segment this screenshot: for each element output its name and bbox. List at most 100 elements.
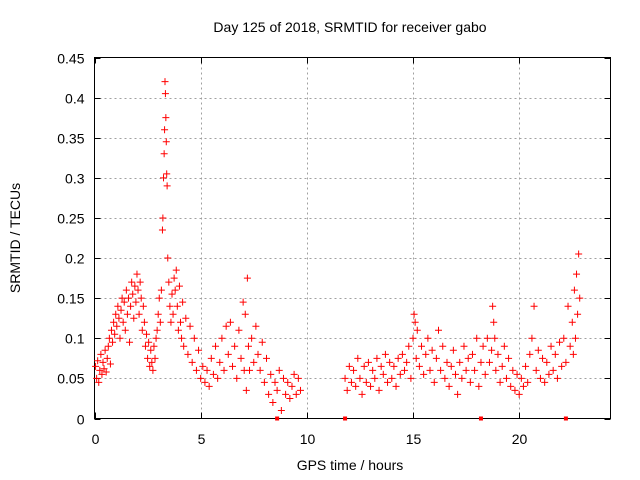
data-point [212,342,220,350]
data-point [239,298,247,306]
data-point [248,334,256,342]
data-point [570,286,578,294]
data-point [154,310,162,318]
data-point [367,382,375,390]
data-point [197,374,205,382]
data-point [107,326,115,334]
y-tick-label: 0.1 [65,331,85,347]
data-point [377,362,385,370]
data-point [111,330,119,338]
data-point [475,382,483,390]
data-point [541,378,549,386]
data-point [137,294,145,302]
data-point [282,390,290,398]
data-point [381,350,389,358]
data-point [545,370,553,378]
data-point [146,362,154,370]
data-point [174,326,182,334]
data-point [98,370,106,378]
data-point [415,362,423,370]
zero-marker [275,416,280,421]
data-point [354,354,362,362]
data-point [237,354,245,362]
x-tick-label: 5 [198,431,206,447]
data-point [435,326,442,334]
data-point [250,358,258,366]
data-point [543,358,551,366]
data-point [271,378,279,386]
data-point [420,370,428,378]
data-point [162,138,170,146]
data-point [509,366,517,374]
data-point [562,358,570,366]
data-point [360,362,368,370]
data-point [464,354,472,362]
data-point [180,342,188,350]
data-point [136,278,144,286]
data-point [163,170,171,178]
data-point [345,362,353,370]
data-point [451,370,459,378]
data-point [549,366,557,374]
data-point [233,374,241,382]
data-point [536,374,544,382]
data-point [539,354,547,362]
data-point [445,382,453,390]
data-point [160,150,168,158]
data-point [405,342,413,350]
data-point [118,294,126,302]
data-point [144,354,152,362]
data-point [114,302,122,310]
data-point [143,330,151,338]
zero-marker [343,416,348,421]
data-point [145,338,153,346]
data-point [105,334,113,342]
data-point [244,342,252,350]
data-point [123,310,131,318]
data-point [161,90,169,98]
data-point [214,374,222,382]
data-point [163,182,171,190]
data-point [473,334,481,342]
data-point [216,358,224,366]
data-points [92,78,584,421]
data-point [422,350,430,358]
data-point [162,114,170,122]
data-point [150,342,158,350]
data-point [279,374,287,382]
data-point [528,334,536,342]
data-point [126,338,134,346]
data-point [177,318,184,326]
data-point [430,378,438,386]
data-point [152,334,160,342]
data-point [178,334,186,342]
data-point [277,406,285,414]
data-point [92,362,100,370]
data-point [517,374,525,382]
data-point [265,390,273,398]
data-point [392,382,400,390]
data-point [364,358,372,366]
data-point [220,366,228,374]
data-point [292,390,300,398]
y-tick-label: 0.3 [65,171,85,187]
data-point [352,382,360,390]
data-point [569,350,577,358]
data-point [479,342,487,350]
data-point [254,350,262,358]
data-point [551,350,559,358]
data-point [507,382,515,390]
data-point [129,290,137,298]
data-point [460,342,468,350]
data-point [341,374,349,382]
x-tick-label: 0 [92,431,100,447]
data-point [182,314,190,322]
data-point [120,298,128,306]
data-point [201,378,209,386]
data-point [449,346,457,354]
x-axis-ticks: 0 5 10 15 20 [92,57,527,447]
data-point [209,370,217,378]
data-point [110,318,118,326]
data-point [133,270,141,278]
data-point [532,366,540,374]
